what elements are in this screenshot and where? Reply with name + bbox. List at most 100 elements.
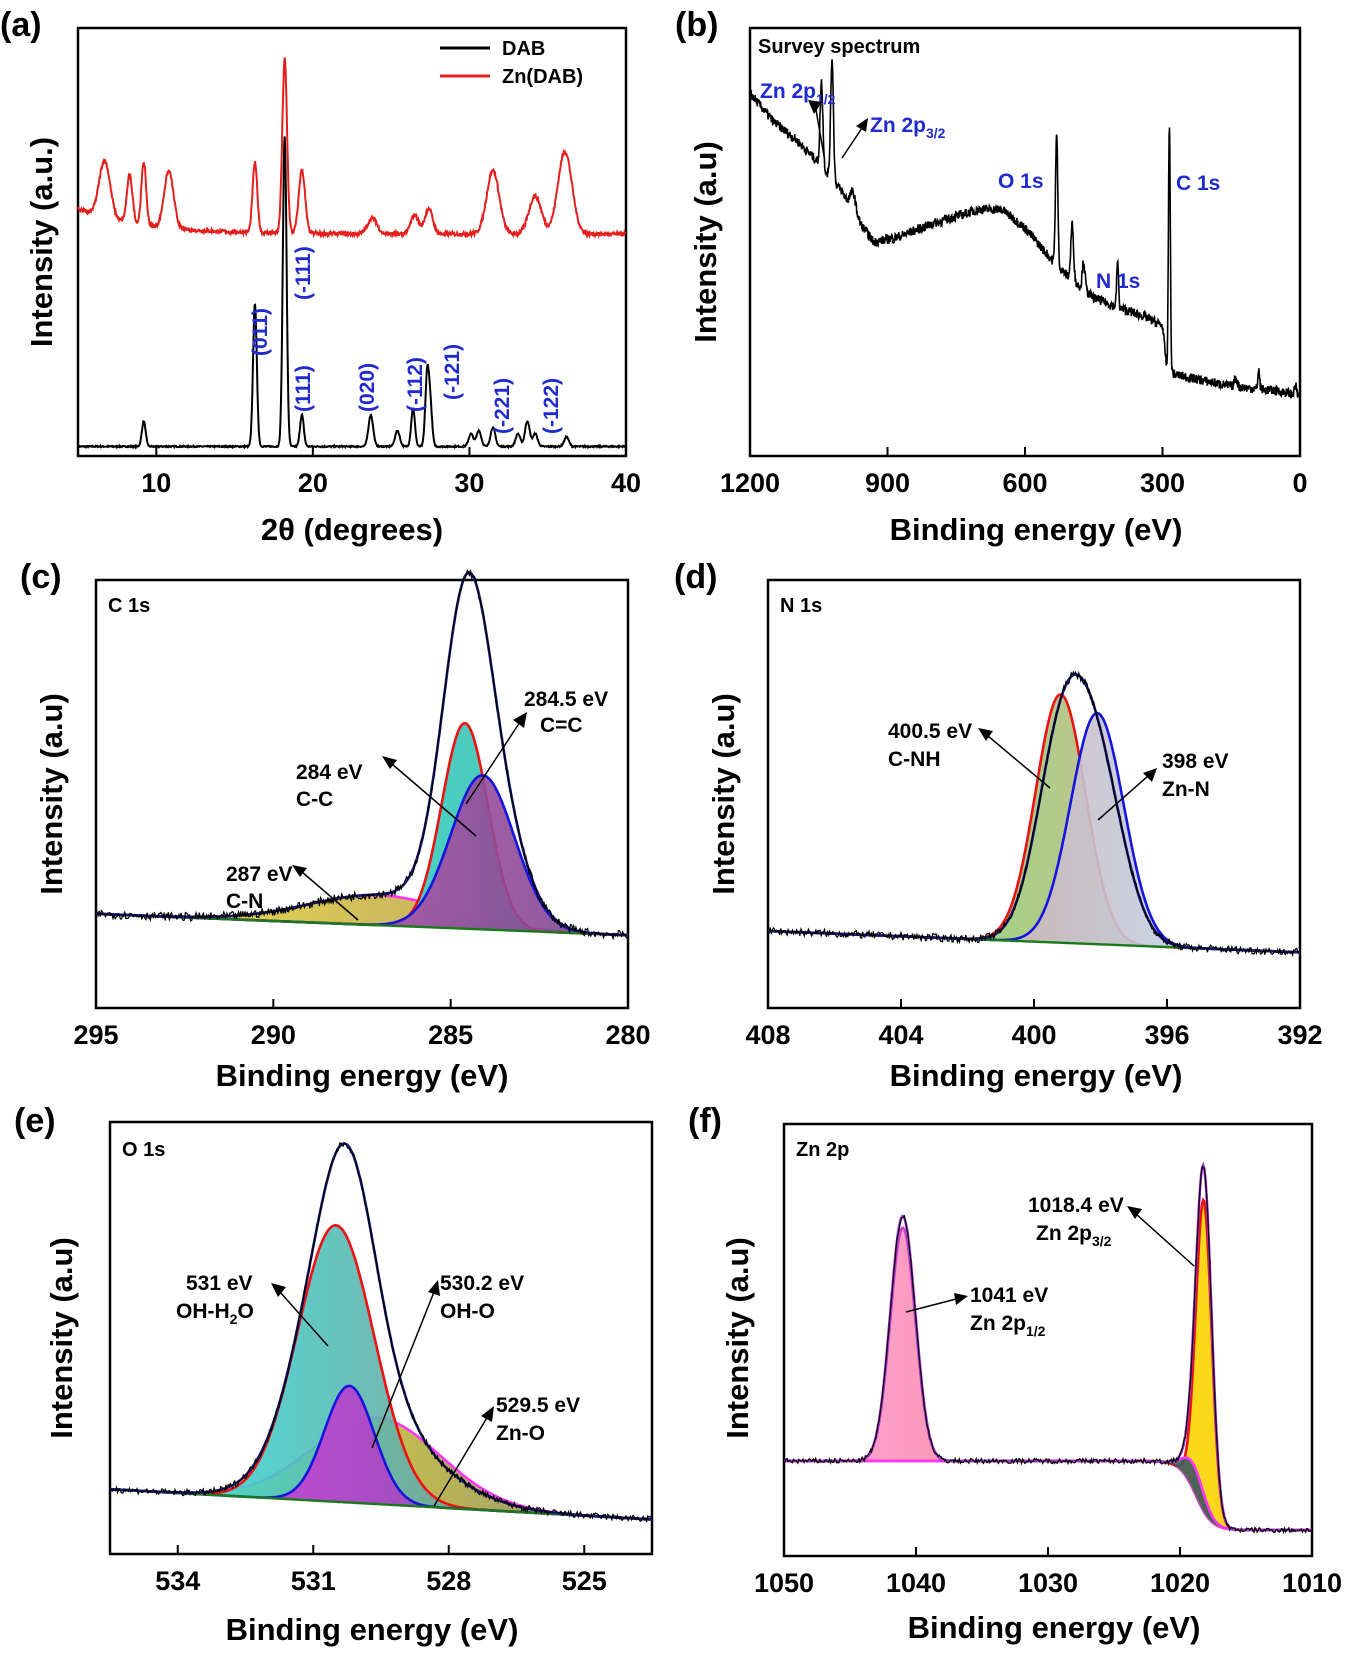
component-fill-e-1	[110, 1225, 652, 1520]
x-tick-label-d-2: 400	[1011, 1020, 1056, 1050]
x-tick-label-e-0: 534	[155, 1566, 200, 1596]
panel-a-legend: DAB Zn(DAB)	[440, 38, 583, 88]
panel-c-curves	[95, 568, 629, 941]
x-tick-label-e-1: 531	[291, 1566, 336, 1596]
annotation-e-zno-energy: 529.5 eV	[496, 1394, 580, 1417]
x-tick-label-d-1: 404	[878, 1020, 923, 1050]
arrowhead-e-ohh2o	[271, 1283, 286, 1297]
annotation-d-cnh-energy: 400.5 eV	[888, 720, 972, 743]
panel-f-letter: (f)	[688, 1102, 722, 1140]
arrow-c-cc-single	[391, 763, 477, 837]
annotation-e-oho-energy: 530.2 eV	[440, 1272, 524, 1295]
x-tick-label-b-3: 300	[1140, 468, 1185, 498]
annotation-d-znn-energy: 398 eV	[1162, 750, 1229, 773]
component-line-f-2	[784, 1456, 1312, 1532]
panel-b-y-title: Intensity (a.u)	[688, 141, 723, 343]
arrowhead-e-zno	[481, 1406, 494, 1422]
x-tick-label-d-0: 408	[745, 1020, 790, 1050]
annotation-c-cn-label: C-N	[226, 890, 263, 913]
annotation-c-cn-energy: 287 eV	[226, 863, 293, 886]
panel-e-x-title: Binding energy (eV)	[226, 1612, 519, 1647]
x-tick-label-a-1: 20	[298, 468, 328, 498]
annotation-c-cc-single-energy: 284 eV	[296, 761, 363, 784]
x-tick-label-b-0: 1200	[720, 468, 780, 498]
annotation-e-oho-label: OH-O	[440, 1300, 495, 1323]
arrow-zn2p12	[814, 103, 825, 157]
panel-f: (f) Zn 2p 1018.4 eV Zn 2p3/2 1041 eV Zn …	[688, 1102, 1342, 1645]
panel-f-inset-title: Zn 2p	[796, 1139, 849, 1161]
x-tick-label-c-2: 285	[428, 1020, 473, 1050]
component-fill-d-0	[768, 694, 1300, 953]
arrow-f-zn2p32	[1135, 1213, 1195, 1267]
panel-e-y-title: Intensity (a.u)	[44, 1237, 79, 1439]
annotation-f-zn2p12-label: Zn 2p1/2	[970, 1312, 1046, 1339]
annotation-f-zn2p32-main: Zn 2p	[1036, 1222, 1092, 1245]
arrow-d-cnh	[987, 735, 1051, 789]
panel-c: (c) C 1s 284.5 eV C=C 284 eV C-C 287 eV …	[20, 558, 651, 1093]
component-line-f-1	[784, 1196, 1312, 1532]
x-tick-label-e-2: 528	[426, 1566, 471, 1596]
x-tick-label-c-3: 280	[605, 1020, 650, 1050]
panel-e-x-ticks: 534 531 528 525	[155, 1545, 607, 1596]
x-tick-label-f-0: 1050	[754, 1568, 814, 1598]
arrowhead-c-cn	[292, 865, 307, 877]
component-line-f-0	[784, 1226, 1312, 1532]
arrowhead-zn2p12	[808, 100, 822, 114]
panel-b-curves	[749, 59, 1301, 399]
arrow-f-zn2p12	[905, 1297, 961, 1313]
x-tick-label-c-0: 295	[73, 1020, 118, 1050]
panel-f-frame	[782, 1122, 1314, 1558]
panel-a-y-title: Intensity (a.u.)	[24, 137, 59, 347]
panel-c-letter: (c)	[20, 558, 62, 596]
panel-a-letter: (a)	[0, 6, 42, 44]
annotation-e-ohh2o-label: OH-H2O	[176, 1300, 254, 1327]
panel-c-y-title: Intensity (a.u)	[34, 693, 69, 895]
raw-data-line-d	[767, 670, 1301, 958]
panel-e: (e) O 1s 531 eV OH-H2O 530.2 eV OH-O 529…	[14, 1102, 654, 1647]
panel-e-annotations: 531 eV OH-H2O 530.2 eV OH-O 529.5 eV Zn-…	[176, 1272, 580, 1507]
arrowhead-d-znn	[1143, 768, 1157, 782]
x-tick-label-e-3: 525	[562, 1566, 607, 1596]
annotation-e-ohh2o-label-a: OH-H	[176, 1300, 230, 1323]
x-tick-label-f-2: 1030	[1018, 1568, 1078, 1598]
panel-f-x-ticks: 1050 1040 1030 1020 1010	[754, 1547, 1342, 1598]
panel-a-x-ticks: 10 20 30 40	[141, 447, 641, 498]
annotation-e-ohh2o-label-sub: 2	[230, 1311, 238, 1327]
panel-a-annotations: (011) (-111) (111) (020) (-112) (-121) (…	[249, 246, 563, 434]
annotation-zn2p12: Zn 2p1/2	[760, 80, 836, 107]
x-tick-label-f-3: 1020	[1150, 1568, 1210, 1598]
raw-data-line-f	[783, 1165, 1313, 1535]
envelope-line-c	[95, 571, 629, 937]
panel-d: (d) N 1s 400.5 eV C-NH 398 eV Zn-N 408 40…	[674, 558, 1323, 1093]
panel-d-letter: (d)	[674, 558, 717, 596]
panel-b-x-ticks: 1200 900 600 300 0	[720, 447, 1308, 498]
annotation-011: (011)	[249, 308, 272, 356]
panel-f-annotations: 1018.4 eV Zn 2p3/2 1041 eV Zn 2p1/2	[905, 1194, 1195, 1339]
panel-d-x-title: Binding energy (eV)	[890, 1058, 1183, 1093]
annotation-f-zn2p12-energy: 1041 eV	[970, 1284, 1048, 1307]
x-tick-label-c-1: 290	[251, 1020, 296, 1050]
legend-label-dab: DAB	[502, 38, 545, 60]
arrowhead-f-zn2p12	[954, 1293, 968, 1305]
arrowhead-zn2p32	[856, 118, 868, 132]
series-line-survey	[749, 59, 1301, 399]
arrow-d-znn	[1097, 775, 1149, 821]
panel-c-x-ticks: 295 290 285 280	[73, 999, 651, 1050]
panel-d-y-title: Intensity (a.u)	[706, 693, 741, 895]
series-line-zn-dab	[77, 57, 627, 240]
panel-a: (a) DAB Zn(DAB) (011) (-111) (111) (020)…	[0, 6, 641, 547]
arrow-c-cn	[301, 871, 359, 921]
annotation-m122: (-122)	[540, 378, 563, 434]
panel-d-inset-title: N 1s	[780, 595, 822, 617]
annotation-zn2p32-main: Zn 2p	[870, 114, 926, 137]
x-tick-label-a-0: 10	[141, 468, 171, 498]
component-fill-f-1	[784, 1200, 1312, 1531]
annotation-c1s: C 1s	[1176, 172, 1220, 195]
annotation-f-zn2p32-sub: 3/2	[1092, 1233, 1112, 1249]
legend-label-zn-dab: Zn(DAB)	[502, 66, 583, 88]
raw-data-line-e	[109, 1141, 653, 1523]
arrow-c-cc-double	[465, 721, 521, 805]
x-tick-label-a-3: 40	[611, 468, 641, 498]
annotation-d-cnh-label: C-NH	[888, 748, 941, 771]
annotation-e-ohh2o-label-b: O	[237, 1300, 253, 1323]
